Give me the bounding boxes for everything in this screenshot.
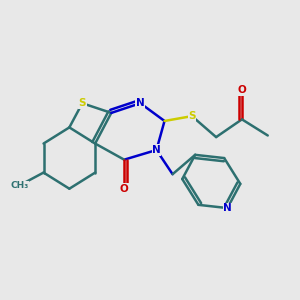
Text: O: O [120,184,129,194]
Text: N: N [152,145,161,155]
Text: S: S [188,111,196,121]
Text: N: N [136,98,145,108]
Text: N: N [223,203,232,213]
Text: CH₃: CH₃ [10,181,28,190]
Text: S: S [79,98,86,108]
Text: O: O [238,85,246,95]
